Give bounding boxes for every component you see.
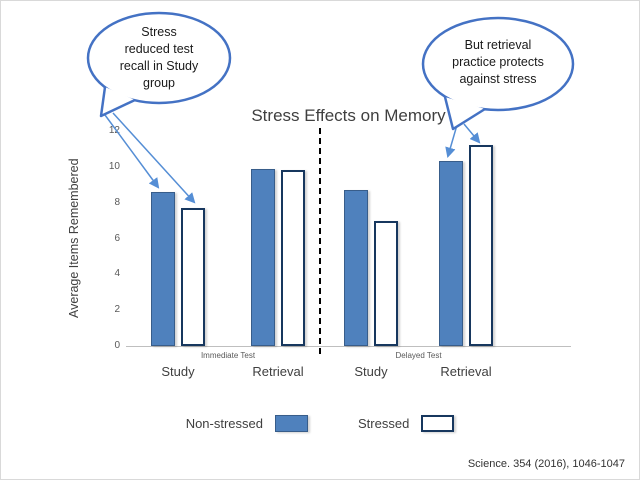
- callout-left-line: group: [143, 76, 175, 90]
- y-axis-label: Average Items Remembered: [67, 158, 81, 319]
- legend-swatch-nonstressed: [275, 415, 308, 432]
- legend: Non-stressed Stressed: [1, 415, 639, 432]
- callout-right-line: But retrieval: [464, 38, 532, 52]
- legend-label-stressed: Stressed: [358, 416, 410, 431]
- stressed-bar-3: [469, 145, 493, 346]
- non-stressed-bar-0: [151, 192, 175, 346]
- non-stressed-bar-3: [439, 161, 463, 346]
- y-tick-label: 4: [114, 268, 120, 280]
- callout-right-line: against stress: [459, 72, 537, 86]
- category-label-0: Study: [161, 364, 195, 379]
- callout-left-line: recall in Study: [119, 59, 199, 73]
- y-tick-label: 8: [114, 196, 120, 208]
- y-tick-label: 12: [108, 125, 120, 136]
- bar-group-2: [344, 190, 398, 346]
- citation: Science. 354 (2016), 1046-1047: [467, 458, 625, 470]
- plot-area: 0 2 4 6 8 10 12 Study Retrieval Study Retrieval Imm…: [109, 125, 571, 379]
- callout-right-text: But retrieval practice protects against …: [425, 37, 571, 88]
- callout-left-text: Stress reduced test recall in Study grou…: [91, 24, 227, 92]
- legend-label-nonstressed: Non-stressed: [185, 416, 263, 431]
- callout-right-line: practice protects: [452, 55, 544, 69]
- bar-group-3: [439, 145, 493, 346]
- bar-group-0: [151, 192, 205, 346]
- section-label-1: Delayed Test: [395, 351, 442, 360]
- y-tick-label: 6: [114, 232, 120, 244]
- callout-left-line: reduced test: [124, 42, 194, 56]
- section-label-0: Immediate Test: [200, 351, 256, 360]
- stressed-bar-0: [181, 208, 205, 346]
- non-stressed-bar-2: [344, 190, 368, 346]
- y-tick-label: 0: [114, 340, 120, 351]
- y-tick-label: 10: [108, 160, 120, 172]
- category-label-3: Retrieval: [440, 364, 492, 379]
- category-label-2: Study: [354, 364, 388, 379]
- callout-left-line: Stress: [141, 25, 177, 39]
- bar-group-1: [251, 169, 305, 346]
- non-stressed-bar-1: [251, 169, 275, 346]
- legend-swatch-stressed: [421, 415, 455, 432]
- stressed-bar-1: [281, 170, 305, 346]
- y-tick-label: 2: [114, 304, 120, 316]
- category-label-1: Retrieval: [252, 364, 304, 379]
- stressed-bar-2: [374, 221, 398, 346]
- section-divider: [319, 128, 321, 354]
- chart-title: Stress Effects on Memory: [251, 106, 446, 125]
